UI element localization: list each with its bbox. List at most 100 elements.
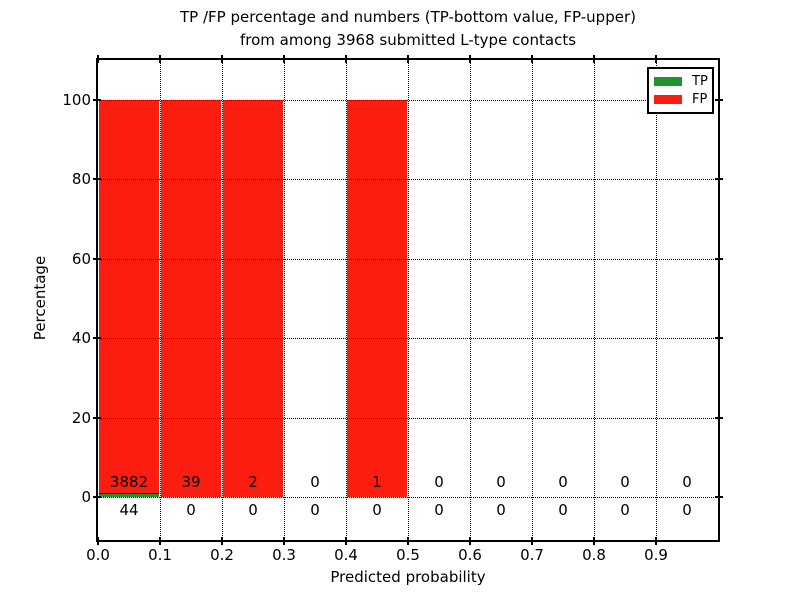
x-tick-mark-top	[655, 55, 657, 63]
x-tick-label: 0.4	[334, 546, 358, 564]
tp-color-swatch	[654, 76, 682, 86]
fp-color-swatch	[654, 95, 682, 105]
x-tick-mark	[97, 537, 99, 545]
fp-bar-segment	[99, 100, 159, 493]
tp-count-label: 0	[620, 501, 630, 519]
x-tick-label: 0.6	[458, 546, 482, 564]
fp-count-label: 2	[248, 473, 258, 491]
y-tick-mark	[93, 337, 101, 340]
x-tick-mark	[531, 537, 533, 545]
y-tick-mark	[93, 416, 101, 419]
x-tick-mark	[469, 537, 471, 545]
fp-count-label: 0	[620, 473, 630, 491]
x-tick-label: 0.3	[272, 546, 296, 564]
vertical-gridline	[222, 60, 223, 540]
fp-bar-segment	[161, 100, 221, 497]
x-tick-label: 0.1	[148, 546, 172, 564]
horizontal-gridline	[98, 258, 718, 260]
y-tick-mark	[93, 99, 101, 101]
chart-title-line2: from among 3968 submitted L-type contact…	[239, 31, 577, 49]
fp-count-label: 0	[682, 473, 692, 491]
x-tick-mark	[283, 537, 285, 545]
y-tick-mark-right	[715, 337, 723, 340]
fp-count-label: 39	[181, 473, 201, 491]
tp-count-label: 0	[682, 501, 692, 519]
x-tick-mark-top	[97, 55, 99, 63]
x-tick-mark-top	[159, 55, 161, 63]
vertical-gridline	[160, 60, 161, 540]
x-tick-mark	[593, 537, 595, 545]
tp-count-label: 0	[372, 501, 382, 519]
x-tick-mark	[655, 537, 657, 545]
y-tick-label: 80	[71, 170, 91, 189]
y-tick-mark	[93, 257, 101, 260]
y-tick-mark-right	[715, 99, 723, 101]
tp-count-label: 0	[558, 501, 568, 519]
fp-count-label: 3882	[109, 473, 149, 491]
y-tick-label: 0	[81, 488, 91, 506]
legend: TP FP	[647, 67, 714, 114]
x-tick-mark-top	[345, 55, 347, 63]
horizontal-gridline	[98, 179, 718, 181]
tp-count-label: 0	[496, 501, 506, 519]
horizontal-gridline	[98, 338, 718, 340]
vertical-gridline	[284, 60, 285, 540]
tp-count-label: 0	[310, 501, 320, 519]
x-tick-mark	[407, 537, 409, 545]
x-tick-mark-top	[283, 55, 285, 63]
x-tick-mark-top	[593, 55, 595, 63]
y-tick-mark	[93, 496, 101, 498]
vertical-gridline	[656, 60, 657, 540]
x-tick-mark	[221, 537, 223, 545]
plot-area: 3882 44 39 0 2 0 0 0 1 0 0 0 0 0 0 0 0 0 0 0	[96, 58, 720, 542]
vertical-gridline	[532, 60, 533, 540]
legend-item-tp: TP	[654, 73, 708, 89]
y-tick-label: 60	[71, 249, 91, 268]
x-tick-mark-top	[531, 55, 533, 63]
y-tick-label: 100	[62, 91, 91, 109]
legend-label-fp: FP	[692, 92, 708, 108]
y-tick-mark-right	[715, 257, 723, 260]
x-tick-label: 0.7	[520, 546, 544, 564]
x-tick-label: 0.5	[396, 546, 420, 564]
vertical-gridline	[470, 60, 471, 540]
y-tick-mark-right	[715, 416, 723, 419]
fp-bar-segment	[223, 100, 283, 497]
x-tick-mark-top	[407, 55, 409, 63]
tp-count-label: 0	[248, 501, 258, 519]
x-tick-label: 0.9	[644, 546, 668, 564]
x-axis-label: Predicted probability	[330, 568, 486, 586]
x-tick-mark-top	[469, 55, 471, 63]
tp-bar-segment	[99, 492, 159, 497]
vertical-gridline	[594, 60, 595, 540]
fp-count-label: 1	[372, 473, 382, 491]
vertical-gridline	[408, 60, 409, 540]
x-tick-mark	[159, 537, 161, 545]
x-tick-label: 0.8	[582, 546, 606, 564]
y-tick-mark-right	[715, 178, 723, 181]
legend-label-tp: TP	[692, 73, 708, 89]
tp-count-label: 0	[186, 501, 196, 519]
horizontal-gridline	[98, 497, 718, 498]
legend-item-fp: FP	[654, 93, 707, 106]
x-tick-mark	[345, 537, 347, 545]
fp-count-label: 0	[496, 473, 506, 491]
y-tick-label: 40	[71, 329, 91, 348]
x-tick-label: 0.2	[210, 546, 234, 564]
fp-count-label: 0	[310, 473, 320, 491]
fp-count-label: 0	[558, 473, 568, 491]
fp-bar-segment	[347, 100, 407, 497]
y-tick-mark-right	[715, 496, 723, 498]
horizontal-gridline	[98, 100, 718, 101]
horizontal-gridline	[98, 417, 718, 419]
x-tick-mark-top	[221, 55, 223, 63]
tp-count-label: 0	[434, 501, 444, 519]
fp-count-label: 0	[434, 473, 444, 491]
y-tick-mark	[93, 178, 101, 181]
y-tick-label: 20	[71, 408, 91, 427]
x-tick-label: 0.0	[86, 546, 110, 564]
chart-title-line1: TP /FP percentage and numbers (TP-bottom…	[180, 8, 636, 26]
vertical-gridline	[346, 60, 347, 540]
tp-count-label: 44	[119, 501, 139, 519]
